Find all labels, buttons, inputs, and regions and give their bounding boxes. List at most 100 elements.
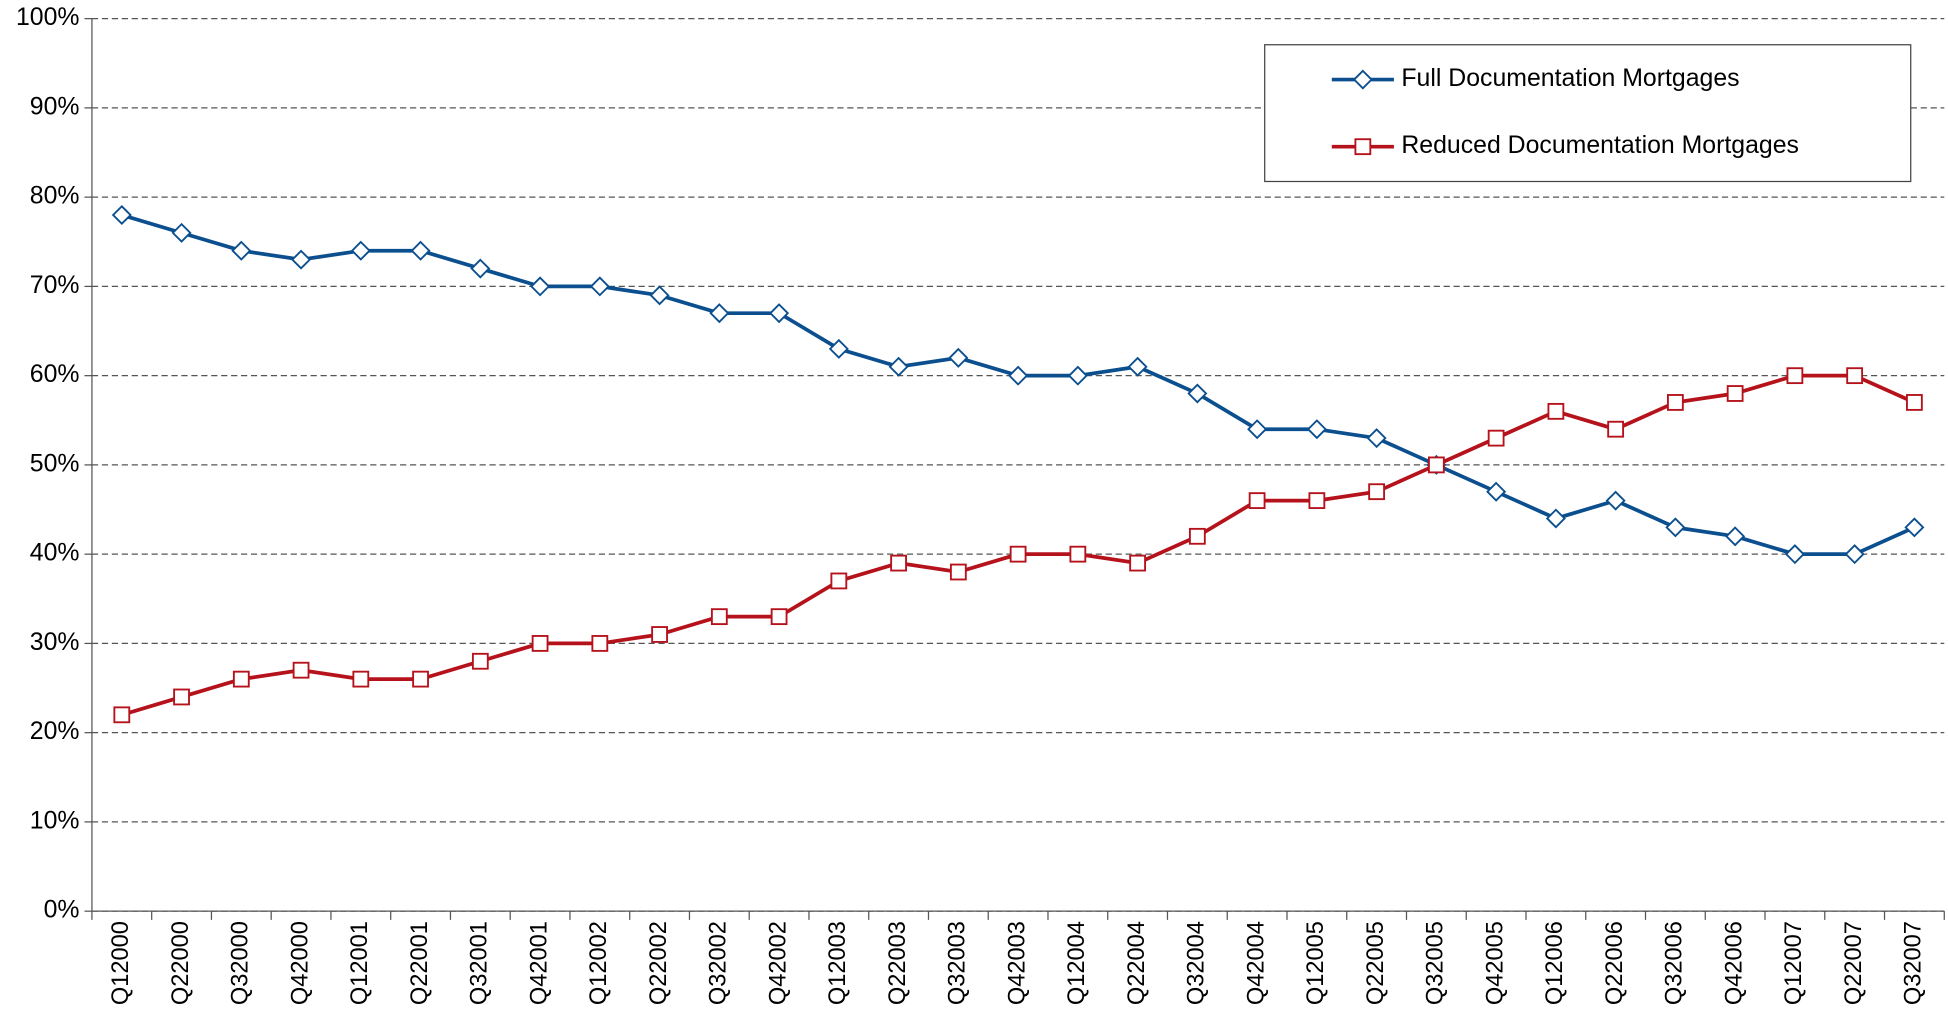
point [531,635,549,652]
x-tick-label: Q32007 [1901,921,1927,1005]
point [1786,367,1804,385]
x-tick-label: Q42002 [765,921,791,1005]
x-tick-label: Q42000 [287,921,313,1005]
point [1127,356,1148,377]
x-tick-label: Q32000 [228,921,254,1005]
x-tick-label: Q42004 [1243,921,1269,1005]
point [1354,138,1372,156]
point [1726,385,1744,402]
point [291,249,312,270]
point [888,356,909,377]
x-tick-label: Q12002 [586,921,612,1005]
point [352,670,370,688]
point [949,563,967,581]
x-tick-label: Q22002 [646,921,672,1005]
x-tick-label: Q22000 [168,921,194,1005]
point [171,222,192,243]
y-tick-label: 100% [16,4,80,31]
x-tick-label: Q32004 [1184,921,1210,1005]
y-tick-label: 0% [44,897,80,924]
point [1607,420,1625,438]
point [1487,429,1505,447]
point [830,572,848,590]
y-tick-label: 90% [30,93,80,120]
point [1368,483,1386,501]
point [1904,517,1925,538]
point [173,688,190,706]
series-line [121,373,1916,717]
y-tick-label: 20% [30,718,80,745]
x-tick-label: Q12003 [825,921,851,1005]
y-tick-label: 70% [30,272,80,299]
point [769,303,790,324]
legend-label: Reduced Documentation Mortgages [1401,132,1799,159]
x-tick-label: Q42005 [1482,921,1508,1005]
y-tick-label: 30% [30,629,80,656]
point [1545,508,1566,529]
point [828,338,849,359]
x-tick-label: Q32001 [467,921,493,1005]
y-tick-label: 80% [30,183,80,210]
x-tick-label: Q12001 [347,921,373,1005]
point [1486,481,1507,502]
point [890,554,907,572]
x-tick-label: Q22004 [1124,921,1150,1005]
point [1666,394,1684,411]
point [1248,492,1266,510]
x-tick-label: Q12006 [1542,921,1568,1005]
y-tick-label: 60% [30,361,80,388]
point [530,276,551,297]
point [1906,394,1923,411]
point [412,670,429,688]
point [709,303,730,324]
point [591,635,609,652]
point [232,670,250,688]
point [1247,419,1268,440]
x-tick-label: Q32006 [1662,921,1688,1005]
point [1188,527,1206,545]
point [231,240,252,261]
point [410,240,431,261]
x-tick-label: Q12005 [1303,921,1329,1005]
point [1308,492,1326,510]
y-tick-label: 40% [30,540,80,567]
x-tick-label: Q22001 [407,921,433,1005]
point [1605,490,1626,511]
point [292,661,310,679]
point [649,285,670,306]
point [350,240,371,261]
x-tick-label: Q22003 [885,921,911,1005]
point [1069,545,1087,563]
point [471,652,489,670]
point [1427,456,1445,474]
x-tick-label: Q22005 [1363,921,1389,1005]
point [710,608,728,626]
legend-label: Full Documentation Mortgages [1401,65,1739,92]
point [651,626,668,643]
point [1008,365,1029,386]
point [1306,419,1327,440]
x-tick-label: Q32002 [706,921,732,1005]
point [1846,367,1864,385]
y-tick-label: 10% [30,807,80,834]
x-tick-label: Q12000 [108,921,134,1005]
point [1725,526,1746,547]
point [111,204,132,226]
point [1784,544,1805,565]
point [113,706,131,724]
legend-box [1264,44,1912,183]
x-tick-label: Q12007 [1781,921,1807,1005]
x-tick-label: Q12004 [1064,921,1090,1005]
point [1352,69,1373,90]
x-tick-label: Q42003 [1004,921,1030,1005]
x-tick-label: Q22006 [1602,921,1628,1005]
x-tick-label: Q22007 [1841,921,1867,1005]
point [1187,383,1208,404]
x-tick-label: Q32005 [1423,921,1449,1005]
point [1129,554,1146,572]
x-tick-label: Q42001 [526,921,552,1005]
x-tick-label: Q42006 [1721,921,1747,1005]
point [589,276,610,297]
